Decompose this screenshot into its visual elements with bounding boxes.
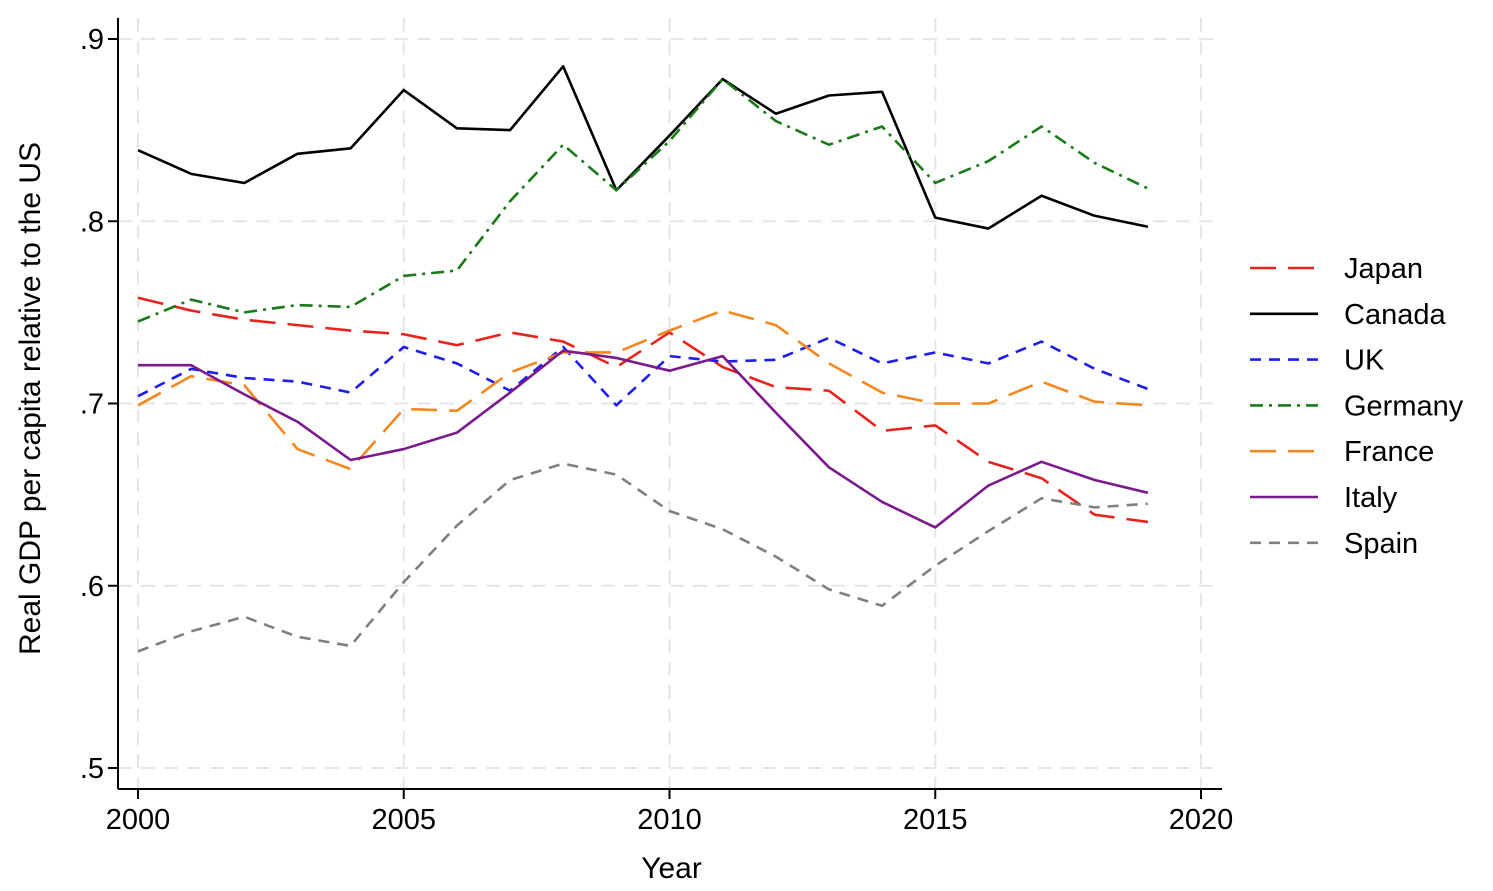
- data-point-uk-2014: [880, 361, 884, 365]
- y-tick-label-1: .6: [80, 571, 104, 603]
- data-point-france-2007: [508, 371, 512, 375]
- legend-item-italy: Italy: [1250, 482, 1398, 514]
- series-italy: [138, 349, 1149, 529]
- data-point-japan-2014: [880, 429, 884, 433]
- series-spain: [137, 462, 1148, 653]
- legend-label-italy: Italy: [1344, 482, 1398, 514]
- x-tick-label-0: 2000: [106, 804, 171, 836]
- data-point-france-2009: [614, 350, 618, 354]
- series-japan: [137, 296, 1149, 524]
- x-tick-label-1: 2005: [371, 804, 436, 836]
- legend-label-uk: UK: [1344, 345, 1385, 377]
- data-point-japan-2012: [774, 385, 778, 389]
- series-uk: [137, 336, 1149, 407]
- data-point-japan-2007: [508, 330, 512, 334]
- data-point-germany-2003: [295, 303, 299, 307]
- axis-ticks: .5 .6 .7 .8 .9 2000 2005 2010 2015 2020: [80, 24, 1233, 836]
- legend-item-spain: Spain: [1250, 528, 1418, 560]
- series-line-uk: [137, 336, 1149, 407]
- legend: Japan Canada UK Germany France Italy Spain: [1250, 253, 1464, 560]
- data-point-spain-2002: [242, 615, 246, 619]
- legend-item-japan: Japan: [1250, 253, 1423, 285]
- legend-item-germany: Germany: [1250, 390, 1464, 422]
- series-line-spain: [137, 462, 1148, 653]
- series-line-germany: [137, 77, 1149, 323]
- data-point-france-2019: [1146, 403, 1150, 407]
- data-point-spain-2015: [933, 564, 937, 568]
- legend-label-canada: Canada: [1344, 299, 1446, 331]
- data-point-uk-2003: [295, 380, 299, 384]
- y-axis-title: Real GDP per capita relative to the US: [14, 142, 47, 655]
- y-tick-label-2: .7: [80, 389, 104, 421]
- legend-label-france: France: [1344, 436, 1434, 468]
- legend-label-spain: Spain: [1344, 528, 1418, 560]
- data-point-spain-2003: [295, 635, 299, 639]
- legend-label-japan: Japan: [1344, 253, 1423, 285]
- data-point-japan-2009: [614, 365, 618, 369]
- grid: [118, 18, 1222, 789]
- series-canada: [137, 65, 1149, 230]
- series-line-france: [137, 309, 1148, 471]
- x-axis-title: Year: [641, 852, 702, 885]
- series-line-japan: [137, 296, 1149, 524]
- legend-item-france: France: [1250, 436, 1434, 468]
- legend-label-germany: Germany: [1344, 390, 1464, 422]
- data-point-france-2017: [1040, 380, 1044, 384]
- y-tick-label-0: .5: [80, 753, 104, 785]
- series-france: [137, 309, 1150, 471]
- data-point-france-2011: [721, 309, 725, 313]
- plot-area: [137, 65, 1150, 653]
- legend-item-uk: UK: [1250, 345, 1385, 377]
- series-line-italy: [138, 349, 1149, 529]
- data-point-spain-2007: [508, 478, 512, 482]
- y-tick-label-4: .9: [80, 24, 104, 56]
- data-point-japan-2002: [242, 318, 246, 322]
- x-tick-label-2: 2010: [637, 804, 702, 836]
- x-tick-label-3: 2015: [903, 804, 968, 836]
- series-germany: [137, 77, 1149, 323]
- x-tick-label-4: 2020: [1169, 804, 1234, 836]
- legend-item-canada: Canada: [1250, 299, 1446, 331]
- data-point-uk-2011: [721, 360, 725, 364]
- data-point-germany-2006: [455, 268, 459, 272]
- y-tick-label-3: .8: [80, 206, 104, 238]
- data-point-spain-2004: [349, 644, 353, 648]
- series-line-canada: [137, 65, 1149, 230]
- data-point-spain-2008: [561, 462, 565, 466]
